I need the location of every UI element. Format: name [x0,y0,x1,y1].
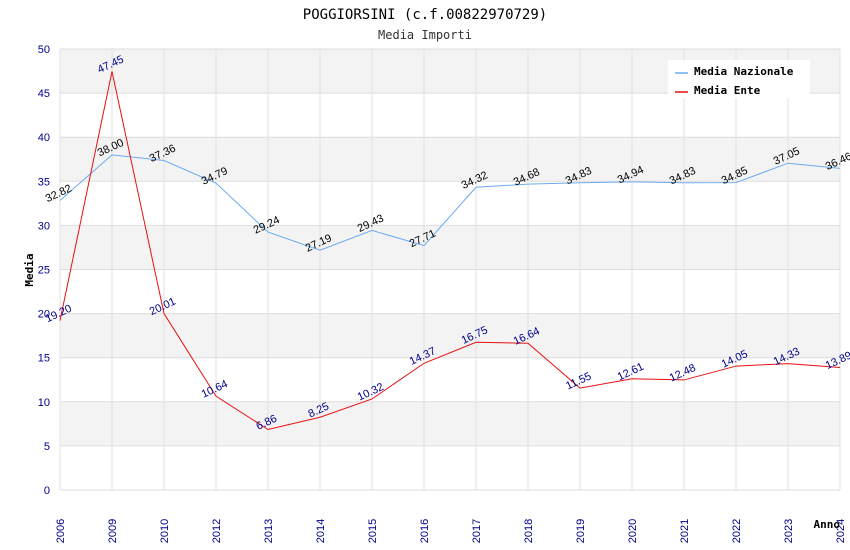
grid-band [60,93,840,138]
x-tick-label: 2015 [367,519,379,543]
y-tick-label: 25 [38,265,50,277]
y-tick-label: 35 [38,176,50,188]
grid-band [60,181,840,226]
y-tick-label: 45 [38,88,50,100]
x-tick-label: 2023 [783,519,795,543]
x-tick-label: 2010 [159,519,171,543]
x-tick-label: 2021 [679,519,691,543]
grid-band [60,401,840,446]
y-tick-label: 30 [38,220,50,232]
x-tick-label: 2019 [575,519,587,543]
y-tick-label: 50 [38,44,50,56]
series-lines [59,71,841,431]
grid-band [60,225,840,270]
grid-band [60,313,840,358]
x-axis-ticks: 2006 2009 2010 2012 2013 2014 2015 2016 2017 2018… [55,519,847,543]
x-tick-label: 2018 [523,519,535,543]
chart-title: POGGIORSINI (c.f.00822970729) [303,7,547,23]
x-tick-label: 2006 [55,519,67,543]
x-tick-label: 2016 [419,519,431,543]
x-tick-label: 2012 [211,519,223,543]
x-tick-label: 2014 [315,519,327,543]
y-axis-ticks: 0 5 10 15 20 25 30 35 40 45 50 [38,44,50,497]
grid-band [60,445,840,490]
series-line-ente [59,71,841,431]
legend-label-nazionale: Media Nazionale [694,65,794,78]
y-tick-label: 0 [44,485,50,497]
x-tick-label: 2022 [731,519,743,543]
grid-band [60,357,840,402]
grid-band [60,269,840,314]
chart-subtitle: Media Importi [378,28,472,42]
grid-band [60,137,840,182]
y-tick-label: 20 [38,309,50,321]
x-tick-label: 2024 [835,519,847,543]
x-tick-label: 2017 [471,519,483,543]
y-tick-label: 5 [44,441,50,453]
series-line-nazionale [59,154,841,251]
x-axis-label: Anno [814,518,841,531]
legend: Media Nazionale Media Ente [668,60,810,98]
grid-bands [59,48,841,491]
x-tick-label: 2020 [627,519,639,543]
y-tick-label: 40 [38,132,50,144]
x-tick-label: 2009 [107,519,119,543]
legend-box [668,60,810,98]
y-tick-label: 15 [38,353,50,365]
y-axis-label: Media [23,253,36,286]
x-tick-label: 2013 [263,519,275,543]
legend-label-ente: Media Ente [694,84,761,97]
y-tick-label: 10 [38,397,50,409]
